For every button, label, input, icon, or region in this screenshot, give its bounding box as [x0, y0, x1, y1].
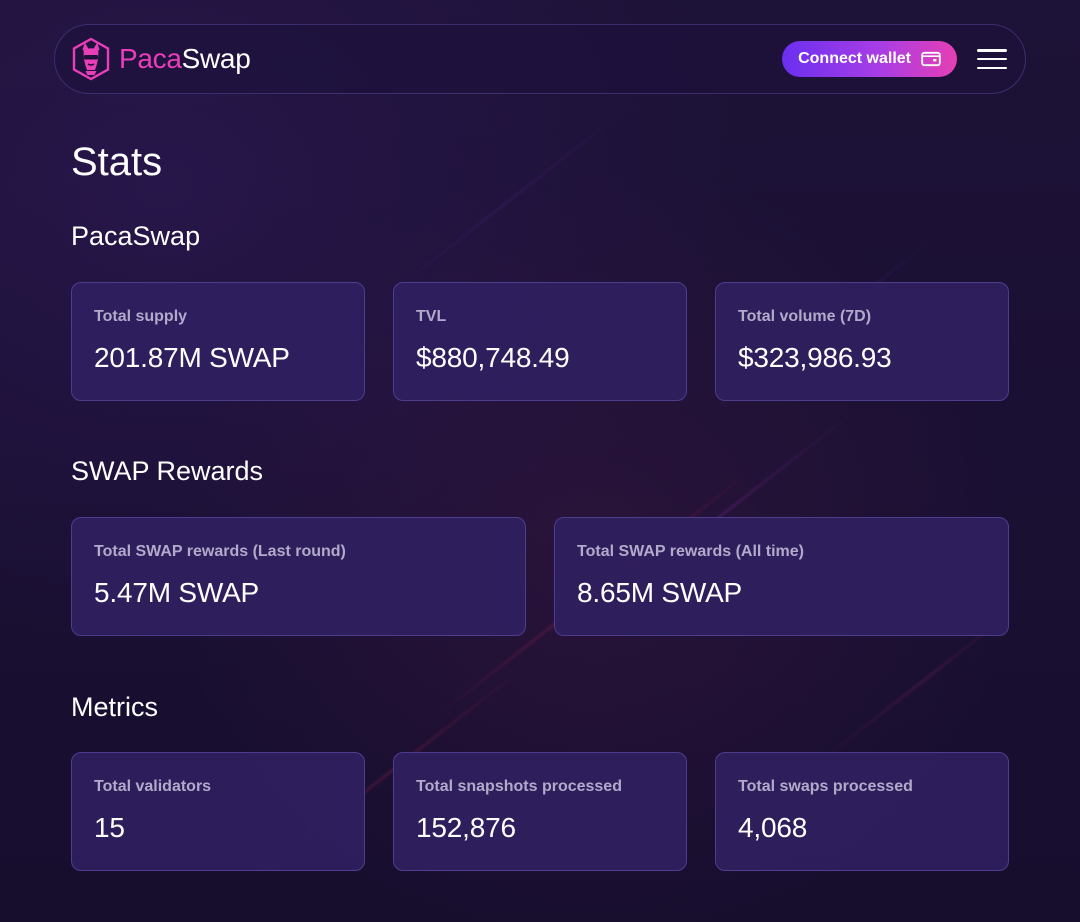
brand-name-prefix: Paca: [119, 43, 182, 74]
stat-card-total-validators: Total validators 15: [71, 752, 365, 871]
section-title-swap-rewards: SWAP Rewards: [71, 456, 264, 486]
navbar: PacaSwap Connect wallet: [54, 24, 1026, 94]
stat-label: Total volume (7D): [738, 308, 872, 325]
menu-line: [977, 57, 1007, 61]
stat-value: 201.87M SWAP: [94, 342, 290, 373]
connect-wallet-button[interactable]: Connect wallet: [782, 41, 957, 77]
stat-label: Total SWAP rewards (All time): [577, 543, 805, 560]
pacaswap-stats-row: Total supply 201.87M SWAP TVL $880,748.4…: [71, 282, 1009, 401]
section-title-metrics: Metrics: [71, 692, 158, 722]
stat-value: 152,876: [416, 812, 516, 843]
stat-value: $880,748.49: [416, 342, 570, 373]
metrics-stats-row: Total validators 15 Total snapshots proc…: [71, 752, 1009, 871]
stat-label: TVL: [416, 308, 447, 325]
stat-value: 15: [94, 812, 125, 843]
navbar-actions: Connect wallet: [782, 41, 1007, 77]
stat-card-total-volume: Total volume (7D) $323,986.93: [715, 282, 1009, 401]
stat-value: 8.65M SWAP: [577, 577, 743, 608]
connect-wallet-label: Connect wallet: [798, 50, 911, 67]
menu-line: [977, 66, 1007, 69]
stat-label: Total swaps processed: [738, 778, 913, 795]
stat-label: Total snapshots processed: [416, 778, 622, 795]
alpaca-logo-icon: [71, 37, 111, 81]
stat-card-total-snapshots: Total snapshots processed 152,876: [393, 752, 687, 871]
stat-label: Total SWAP rewards (Last round): [94, 543, 346, 560]
stat-label: Total supply: [94, 308, 188, 325]
section-title-pacaswap: PacaSwap: [71, 221, 201, 251]
brand-name-suffix: Swap: [181, 43, 251, 74]
stat-card-tvl: TVL $880,748.49: [393, 282, 687, 401]
stat-value: 4,068: [738, 812, 808, 843]
stat-card-rewards-all-time: Total SWAP rewards (All time) 8.65M SWAP: [554, 517, 1009, 636]
rewards-stats-row: Total SWAP rewards (Last round) 5.47M SW…: [71, 517, 1009, 636]
stat-card-total-supply: Total supply 201.87M SWAP: [71, 282, 365, 401]
stat-card-rewards-last-round: Total SWAP rewards (Last round) 5.47M SW…: [71, 517, 526, 636]
wallet-icon: [921, 51, 941, 67]
menu-line: [977, 49, 1007, 52]
page-title: Stats: [71, 140, 163, 184]
hamburger-menu-icon[interactable]: [977, 47, 1007, 71]
stat-card-total-swaps: Total swaps processed 4,068: [715, 752, 1009, 871]
brand-logo-link[interactable]: PacaSwap: [71, 37, 251, 81]
stat-value: 5.47M SWAP: [94, 577, 260, 608]
stat-label: Total validators: [94, 778, 212, 795]
stat-value: $323,986.93: [738, 342, 892, 373]
brand-name: PacaSwap: [119, 43, 251, 75]
